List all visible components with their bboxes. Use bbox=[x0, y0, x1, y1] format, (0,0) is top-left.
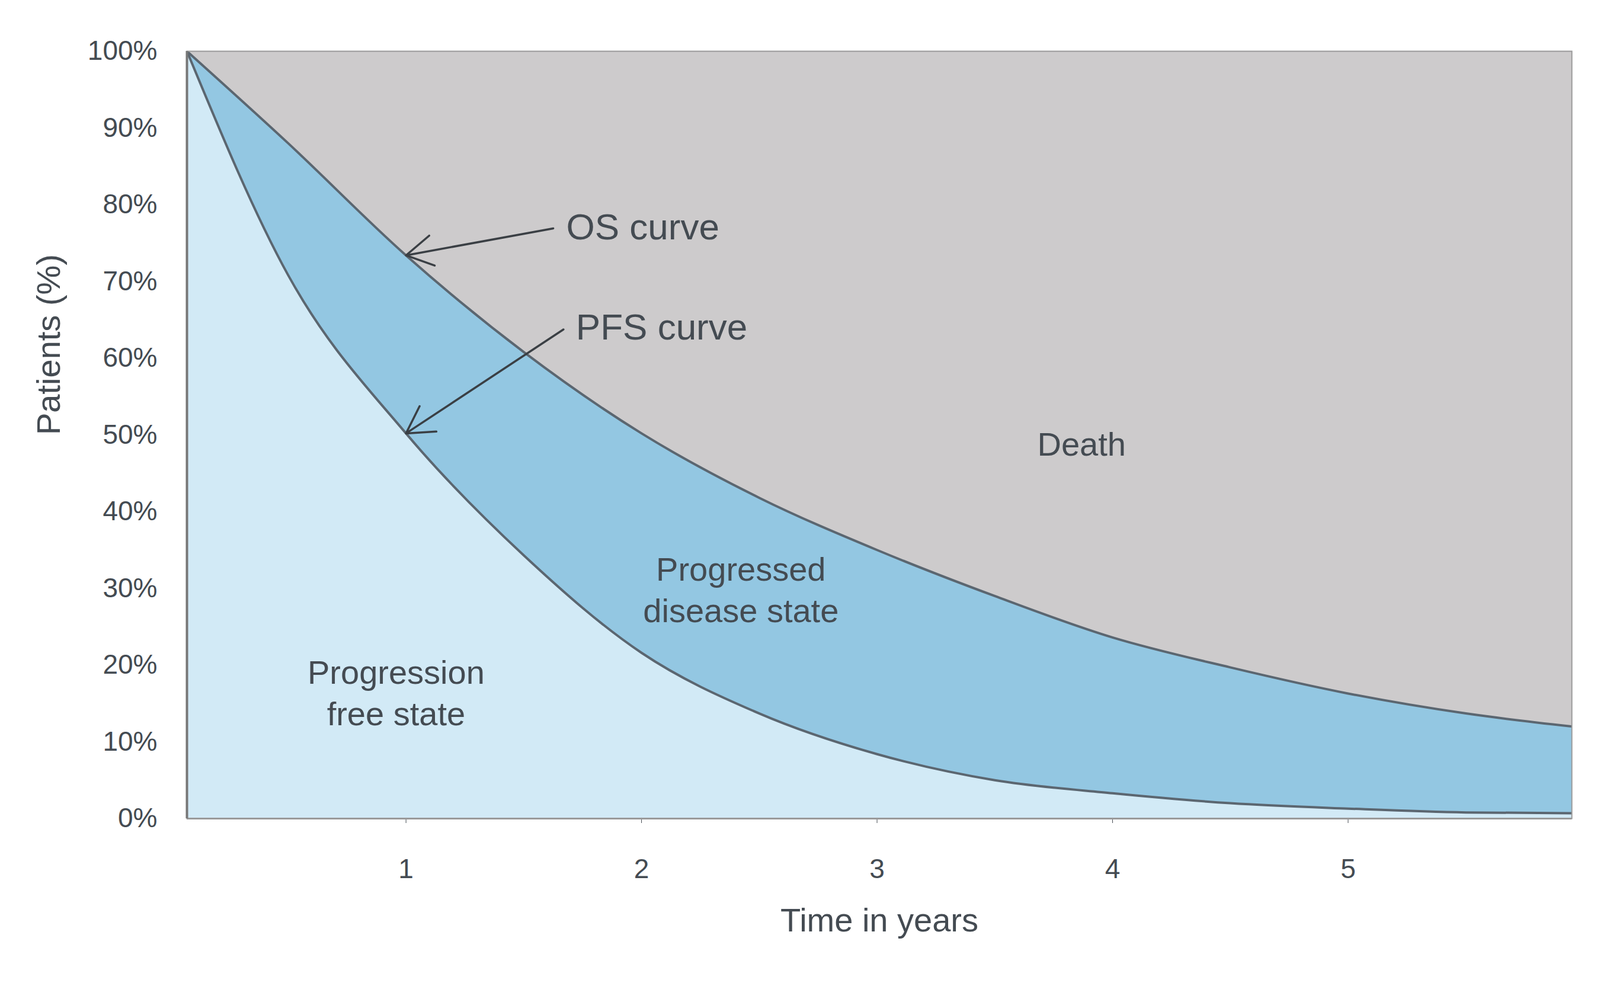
svg-text:60%: 60% bbox=[102, 341, 158, 373]
svg-text:Time in years: Time in years bbox=[780, 901, 979, 939]
svg-text:20%: 20% bbox=[102, 648, 158, 680]
svg-text:Death: Death bbox=[1037, 425, 1126, 463]
svg-text:10%: 10% bbox=[102, 725, 158, 757]
svg-text:0%: 0% bbox=[117, 802, 158, 834]
svg-text:OS curve: OS curve bbox=[565, 206, 719, 248]
svg-text:Patients (%): Patients (%) bbox=[29, 254, 67, 435]
svg-text:2: 2 bbox=[634, 853, 650, 885]
svg-text:50%: 50% bbox=[102, 418, 158, 450]
svg-text:40%: 40% bbox=[102, 495, 158, 527]
svg-text:1: 1 bbox=[398, 853, 414, 885]
svg-text:4: 4 bbox=[1105, 853, 1121, 885]
svg-text:PFS curve: PFS curve bbox=[576, 306, 748, 348]
svg-text:70%: 70% bbox=[102, 265, 158, 297]
svg-text:100%: 100% bbox=[87, 34, 158, 66]
svg-text:Progressionfree state: Progressionfree state bbox=[307, 653, 485, 733]
svg-text:3: 3 bbox=[869, 853, 885, 885]
svg-text:80%: 80% bbox=[102, 188, 158, 220]
svg-text:30%: 30% bbox=[102, 572, 158, 604]
svg-text:5: 5 bbox=[1340, 853, 1356, 885]
svg-text:90%: 90% bbox=[102, 112, 158, 143]
svg-text:Progresseddisease state: Progresseddisease state bbox=[642, 550, 839, 630]
